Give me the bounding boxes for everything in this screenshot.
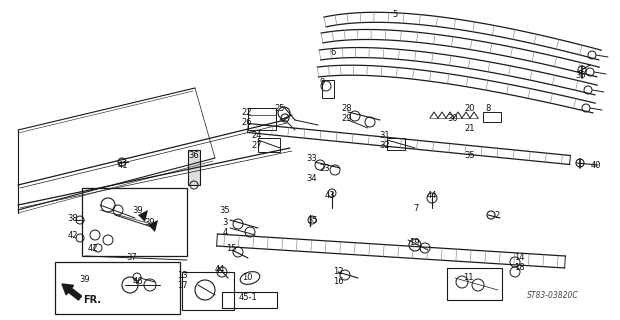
Bar	[82, 188, 187, 256]
Text: 2: 2	[494, 211, 500, 220]
Text: 42: 42	[68, 230, 78, 239]
Text: 37: 37	[126, 253, 138, 262]
Text: 35: 35	[219, 205, 230, 214]
Text: 35: 35	[576, 70, 587, 79]
Text: 35: 35	[464, 150, 476, 159]
Text: FR.: FR.	[83, 295, 101, 305]
Text: 45-1: 45-1	[239, 293, 257, 302]
Text: 39: 39	[144, 218, 156, 227]
Text: 29: 29	[342, 114, 352, 123]
Text: 43: 43	[325, 190, 335, 199]
Bar	[483, 112, 501, 122]
Bar	[322, 80, 334, 98]
Bar	[55, 262, 180, 314]
Text: 40: 40	[591, 161, 601, 170]
Text: 33: 33	[307, 154, 317, 163]
Text: 18: 18	[514, 263, 525, 273]
Text: 19: 19	[409, 237, 419, 246]
Text: 27: 27	[252, 140, 262, 149]
Text: 41: 41	[118, 161, 128, 170]
Text: 31: 31	[379, 131, 391, 140]
Text: 35: 35	[308, 215, 318, 225]
Text: 7: 7	[414, 204, 418, 212]
Text: 24: 24	[252, 131, 262, 140]
Text: 6: 6	[330, 47, 335, 57]
Text: 28: 28	[342, 103, 352, 113]
Text: 22: 22	[242, 108, 252, 116]
Bar	[387, 138, 405, 150]
Text: 13: 13	[177, 270, 187, 279]
Text: 30: 30	[448, 114, 458, 123]
Text: 44: 44	[215, 266, 225, 275]
FancyArrow shape	[62, 284, 82, 300]
Text: 8: 8	[485, 103, 490, 113]
Text: 32: 32	[379, 140, 391, 149]
Bar	[182, 272, 234, 310]
Bar	[188, 150, 200, 185]
Text: 16: 16	[333, 277, 343, 286]
Text: 46: 46	[133, 277, 143, 286]
Text: 34: 34	[307, 173, 317, 182]
Text: 15: 15	[226, 244, 236, 252]
Text: ST83-03820C: ST83-03820C	[527, 291, 578, 300]
Text: 3: 3	[223, 218, 228, 227]
Bar	[248, 108, 276, 130]
Text: 14: 14	[514, 253, 525, 262]
Text: 5: 5	[392, 10, 397, 19]
Polygon shape	[138, 210, 148, 222]
Bar	[258, 138, 280, 152]
Text: 38: 38	[68, 213, 78, 222]
Text: 9: 9	[319, 77, 325, 86]
Text: 4: 4	[223, 228, 228, 236]
Bar	[447, 268, 502, 300]
Text: 25: 25	[275, 103, 285, 113]
Text: 39: 39	[133, 205, 143, 214]
Polygon shape	[148, 220, 158, 232]
Text: 17: 17	[177, 281, 187, 290]
Text: 12: 12	[333, 268, 343, 276]
Text: 20: 20	[465, 103, 476, 113]
Text: 21: 21	[465, 124, 476, 132]
Text: 26: 26	[242, 117, 252, 126]
Text: 11: 11	[463, 274, 473, 283]
Text: 42: 42	[88, 244, 98, 252]
Text: 36: 36	[188, 150, 200, 159]
Text: 10: 10	[242, 274, 252, 283]
Text: 44: 44	[427, 190, 437, 199]
Text: 23: 23	[320, 164, 330, 172]
Bar	[222, 292, 277, 308]
Text: 39: 39	[80, 276, 91, 284]
